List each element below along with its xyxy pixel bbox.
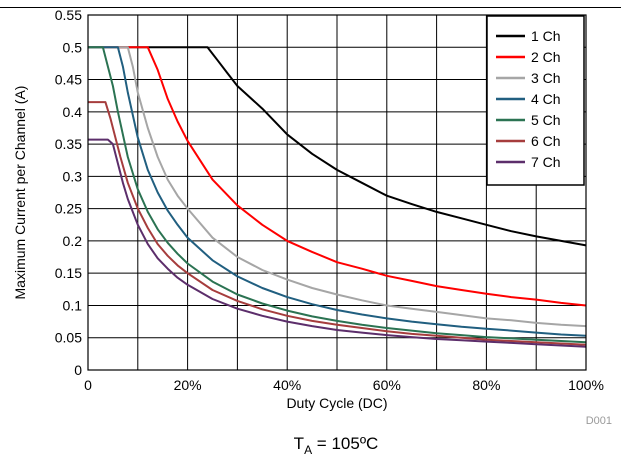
- x-axis-label: Duty Cycle (DC): [286, 395, 387, 411]
- y-tick-label: 0.45: [55, 72, 82, 88]
- x-tick-label: 60%: [373, 377, 401, 393]
- y-axis-label: Maximum Current per Channel (A): [12, 86, 28, 300]
- series-line-4-ch: [88, 46, 587, 337]
- series-layer: [88, 46, 587, 348]
- x-tick-label: 0: [84, 377, 92, 393]
- x-tick-labels: 0 20% 40% 60% 80% 100%: [84, 377, 604, 393]
- x-tick-label: 40%: [273, 377, 301, 393]
- legend-label: 4 Ch: [531, 91, 561, 107]
- plot-frame: [87, 14, 587, 371]
- series-line-6-ch: [88, 101, 587, 346]
- legend-label: 7 Ch: [531, 154, 561, 170]
- y-tick-label: 0.05: [55, 330, 82, 346]
- y-tick-label: 0: [74, 362, 82, 378]
- y-tick-label: 0.3: [63, 168, 83, 184]
- temperature-caption: TA = 105ºC: [294, 434, 379, 455]
- x-tick-label: 100%: [568, 377, 604, 393]
- legend-box: [486, 15, 585, 186]
- legend-label: 5 Ch: [531, 112, 561, 128]
- series-line-3-ch: [88, 46, 587, 328]
- figure-code: D001: [586, 415, 612, 427]
- y-tick-labels: 0 0.05 0.1 0.15 0.2 0.25 0.3 0.35 0.4 0.45 0.5 0.55: [55, 7, 82, 378]
- y-tick-label: 0.35: [55, 136, 82, 152]
- legend-label: 6 Ch: [531, 133, 561, 149]
- y-tick-label: 0.2: [63, 233, 83, 249]
- x-tick-label: 80%: [472, 377, 500, 393]
- legend: 1 Ch 2 Ch 3 Ch 4 Ch 5 Ch 6 Ch 7 Ch: [486, 15, 585, 186]
- legend-label: 2 Ch: [531, 49, 561, 65]
- y-tick-label: 0.15: [55, 265, 82, 281]
- y-tick-label: 0.25: [55, 201, 82, 217]
- caption-rest: = 105ºC: [312, 434, 378, 453]
- series-line-2-ch: [88, 46, 587, 307]
- series-line-7-ch: [88, 138, 587, 348]
- legend-label: 1 Ch: [531, 28, 561, 44]
- x-tick-label: 20%: [174, 377, 202, 393]
- caption-subscript: A: [304, 443, 312, 455]
- y-tick-label: 0.1: [63, 297, 83, 313]
- y-tick-label: 0.5: [63, 39, 83, 55]
- legend-label: 3 Ch: [531, 70, 561, 86]
- series-line-1-ch: [88, 46, 587, 247]
- top-rule: [0, 7, 621, 8]
- y-tick-label: 0.55: [55, 7, 82, 23]
- series-line-5-ch: [88, 46, 587, 344]
- caption-main: T: [294, 434, 304, 453]
- y-tick-label: 0.4: [63, 104, 83, 120]
